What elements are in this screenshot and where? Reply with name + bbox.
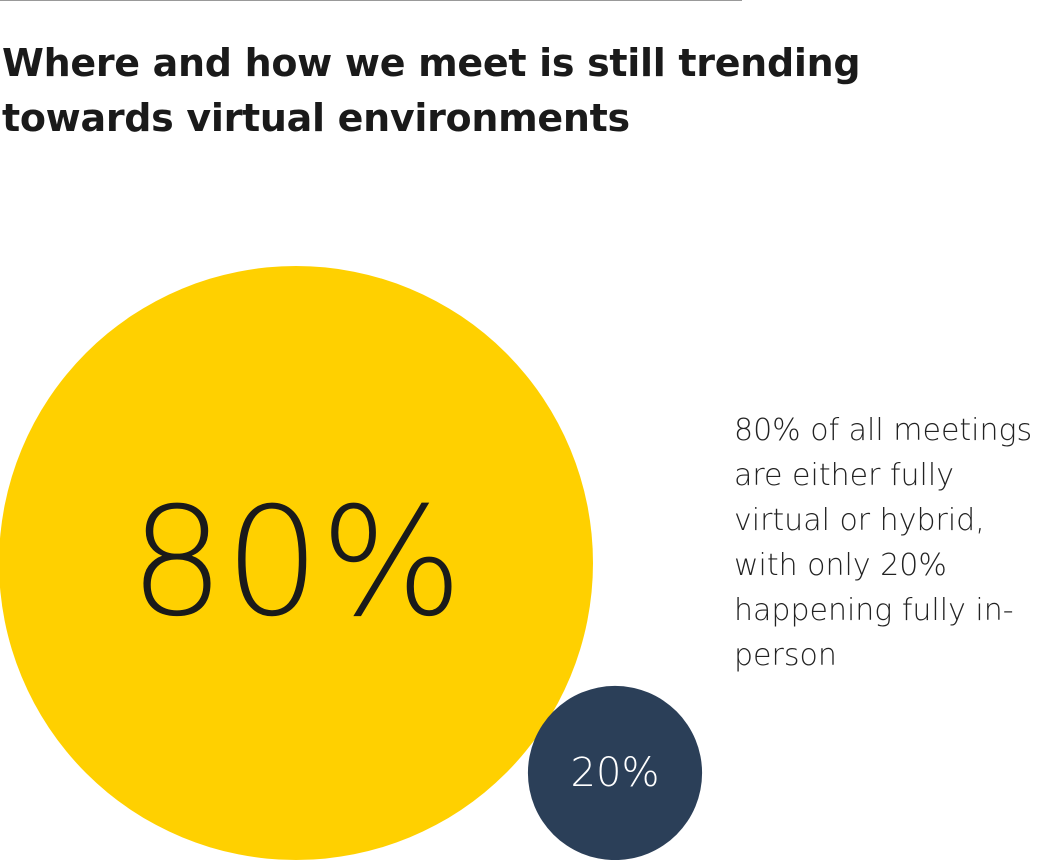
- bubble: [0, 266, 593, 860]
- chart-title: Where and how we meet is still trending …: [2, 41, 861, 140]
- bubble-label: 20%: [571, 750, 660, 796]
- bubble: [527, 685, 703, 860]
- bubble-label: 80%: [129, 476, 462, 650]
- top-rule: [0, 0, 742, 1]
- annotation: 80% of all meetings are either fully vir…: [734, 413, 1033, 673]
